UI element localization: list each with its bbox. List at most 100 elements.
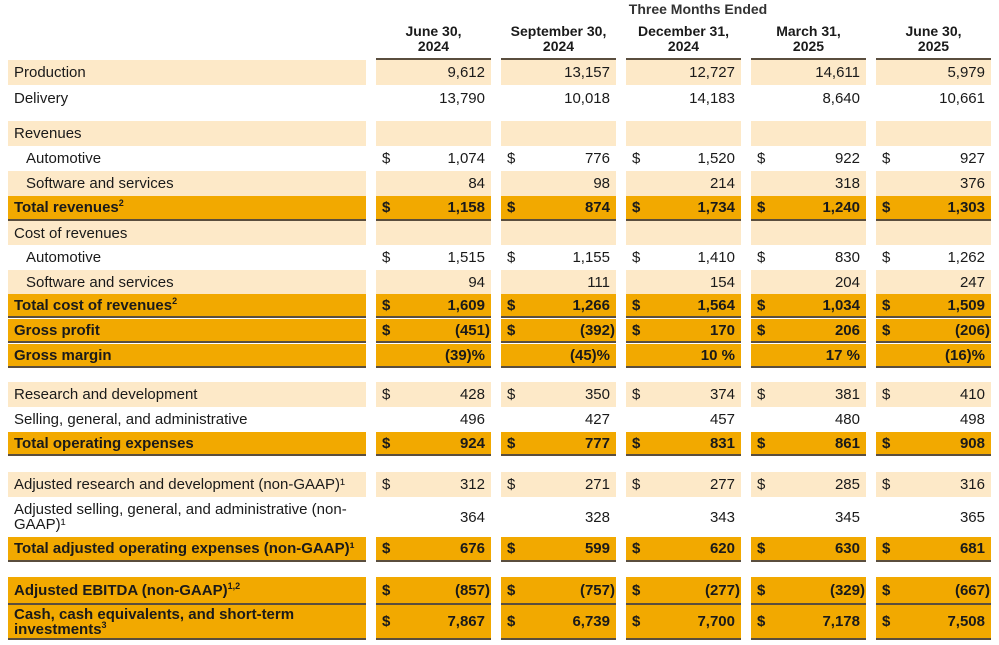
value-cell: $861 [751,432,866,456]
currency-symbol: $ [632,321,641,339]
value-cell: $7,508 [876,605,991,640]
value-cell: $7,178 [751,605,866,640]
currency-symbol: $ [382,150,391,167]
value-cell: $1,074 [376,146,491,171]
cell-value: 10 % [700,346,735,364]
value-cell: $1,262 [876,245,991,269]
value-cell: $285 [751,472,866,497]
currency-symbol: $ [382,540,391,557]
currency-symbol: $ [757,540,766,557]
currency-symbol: $ [507,248,516,266]
currency-symbol: $ [757,476,766,493]
column-header-date: December 31, [637,23,730,39]
cell-value: 271 [584,476,610,493]
row-label-text: Adjusted EBITDA (non-GAAP) [14,581,228,599]
value-cell: $7,700 [626,605,741,640]
value-cell: 84 [376,171,491,196]
footnote-marker: 2 [118,198,124,208]
currency-symbol: $ [882,386,891,403]
cell-value: 154 [709,273,735,291]
cell-value: (757) [579,581,615,599]
table-row: Total adjusted operating expenses (non-G… [0,537,999,562]
value-cell: 14,611 [751,60,866,85]
cell-value: 428 [459,386,485,403]
cell-value: (16)% [944,346,985,364]
cell-value: 277 [709,476,735,493]
cell-value: 1,262 [947,248,985,266]
value-cell: $1,303 [876,196,991,221]
column-header-date: June 30, [405,23,462,39]
row-label-text: Gross margin [14,346,112,364]
value-cell: $316 [876,472,991,497]
value-cell: $271 [501,472,616,497]
cell-value: 1,410 [697,248,735,266]
currency-symbol: $ [382,199,391,216]
cell-value: 84 [468,175,485,192]
cell-value: 830 [834,248,860,266]
table-row: Adjusted EBITDA (non-GAAP)1,2 $ (857) $ (757… [0,577,999,605]
cell-value: 1,240 [822,199,860,216]
value-cell: $ (206) [876,319,991,343]
row-label: Revenues [8,121,366,146]
currency-symbol: $ [507,540,516,557]
cell-value: 1,520 [697,150,735,167]
currency-symbol: $ [757,199,766,216]
value-cell: 13,790 [376,86,491,111]
row-label: Gross profit [8,319,366,343]
currency-symbol: $ [382,613,391,630]
value-cell: $830 [751,245,866,269]
value-cell: 17 % [751,344,866,368]
table-row: Research and development $428 $350 $374 $381… [0,382,999,407]
cell-value: 374 [709,386,735,403]
cell-value: 1,509 [947,296,985,314]
value-cell: 480 [751,407,866,432]
cell-value: 1,034 [822,296,860,314]
currency-symbol: $ [882,476,891,493]
currency-symbol: $ [757,248,766,266]
table-row: Cash, cash equivalents, and short-term i… [0,605,999,640]
row-label-text: Production [14,64,86,81]
table-row: Total revenues2 $1,158 $874 $1,734 $1,240 $1,… [0,196,999,221]
currency-symbol: $ [507,199,516,216]
value-cell: $1,515 [376,245,491,269]
cell-value: 365 [959,508,985,526]
value-cell: $927 [876,146,991,171]
currency-symbol: $ [507,581,516,599]
column-header-date: September 30, [510,23,607,39]
row-label-text: Delivery [14,90,69,107]
cell-value: 364 [459,508,485,526]
currency-symbol: $ [507,150,516,167]
cell-value: (277) [704,581,740,599]
currency-symbol: $ [882,581,891,599]
cell-value: 7,867 [447,613,485,630]
currency-symbol: $ [632,540,641,557]
table-row: Delivery 13,790 10,018 14,183 8,640 10,661 [0,86,999,111]
value-cell [501,221,616,245]
column-header-date: June 30, [905,23,962,39]
currency-symbol: $ [632,476,641,493]
value-cell [501,121,616,146]
row-label: Gross margin [8,344,366,368]
value-cell: (45)% [501,344,616,368]
value-cell: $831 [626,432,741,456]
currency-symbol: $ [632,434,641,452]
cell-value: 318 [834,175,860,192]
cell-value: 9,612 [447,64,485,81]
currency-symbol: $ [757,581,766,599]
column-header-year: 2024 [667,38,700,54]
cell-value: 12,727 [689,64,735,81]
cell-value: 480 [834,411,860,428]
value-cell: 376 [876,171,991,196]
cell-value: 7,178 [822,613,860,630]
table-row: Total cost of revenues2 $1,609 $1,266 $1,56… [0,294,999,318]
currency-symbol: $ [757,613,766,630]
cell-value: 1,266 [572,296,610,314]
row-label-text: Software and services [26,175,174,192]
cell-value: 170 [709,321,735,339]
value-cell: 365 [876,497,991,537]
row-label: Delivery [8,86,366,111]
cell-value: 17 % [825,346,860,364]
row-label-text: Research and development [14,386,198,403]
currency-symbol: $ [632,248,641,266]
table-row: Production 9,612 13,157 12,727 14,611 5,979 [0,60,999,85]
